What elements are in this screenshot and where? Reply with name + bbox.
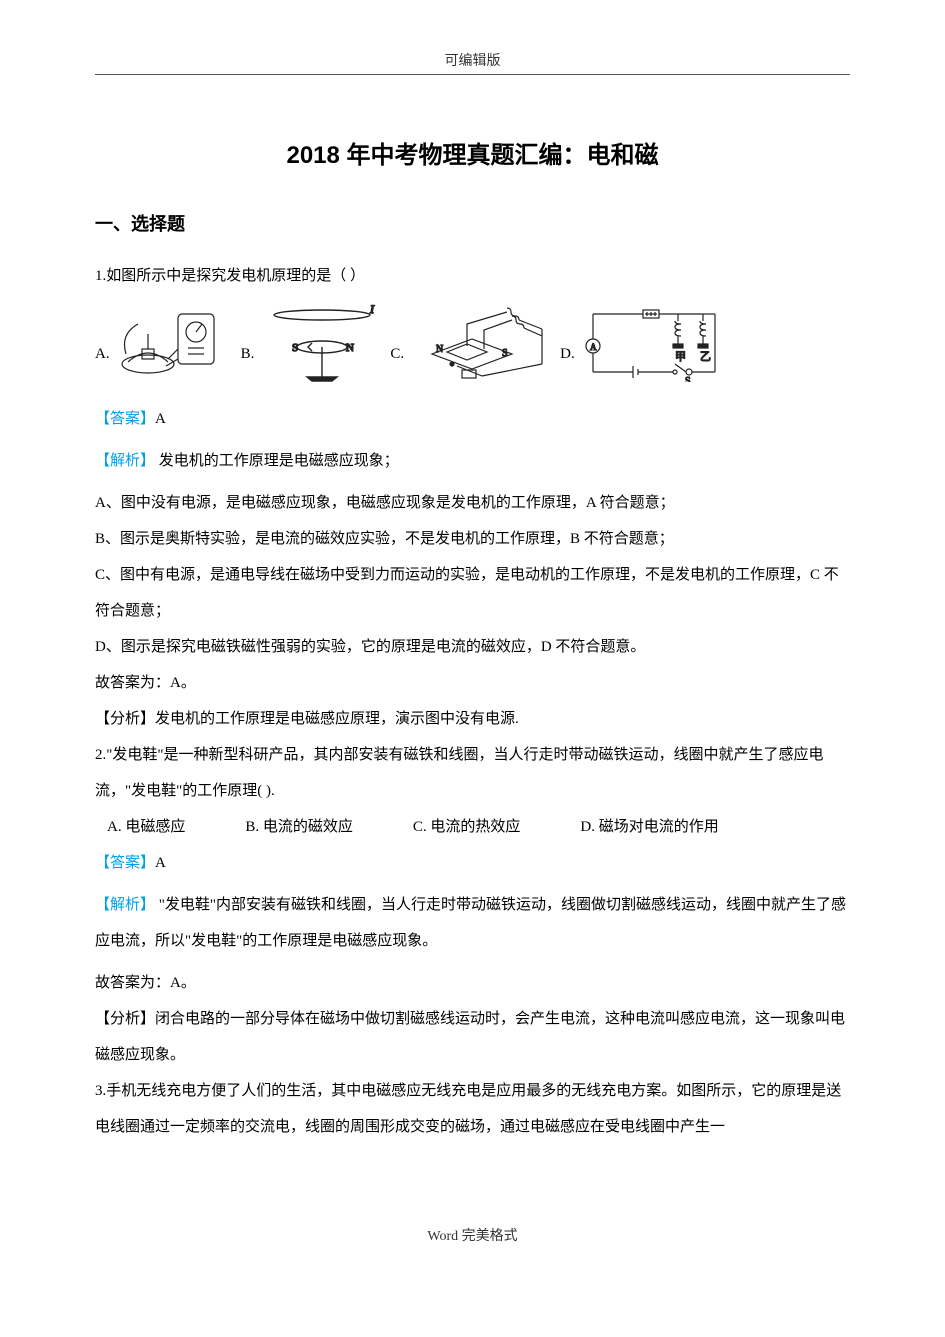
- q1-option-label-a: A.: [95, 346, 110, 363]
- q1-line-b: B、图示是奥斯特实验，是电流的磁效应实验，不是发电机的工作原理，B 不符合题意；: [95, 521, 850, 557]
- analysis-label: 【解析】: [95, 453, 155, 469]
- document-page: 可编辑版 2018 年中考物理真题汇编：电和磁 一、选择题 1.如图所示中是探究…: [0, 0, 945, 1275]
- q2-opt-a: A. 电磁感应: [107, 809, 185, 845]
- q1-answer: 【答案】A: [95, 401, 850, 437]
- q2-fenxi: 【分析】闭合电路的一部分导体在磁场中做切割磁感线运动时，会产生电流，这种电流叫感…: [95, 1001, 850, 1073]
- q2-opt-d: D. 磁场对电流的作用: [580, 809, 718, 845]
- q2-stem: 2."发电鞋"是一种新型科研产品，其内部安装有磁铁和线圈，当人行走时带动磁铁运动…: [95, 737, 850, 809]
- q3-stem: 3.手机无线充电方便了人们的生活，其中电磁感应无线充电是应用最多的无线充电方案。…: [95, 1073, 850, 1145]
- ammeter-label: A: [590, 342, 597, 352]
- q1-stem: 1.如图所示中是探究发电机原理的是（ ）: [95, 260, 850, 293]
- document-title: 2018 年中考物理真题汇编：电和磁: [95, 135, 850, 170]
- answer-label: 【答案】: [95, 855, 155, 871]
- analysis-label: 【解析】: [95, 897, 155, 913]
- q1-analysis-intro: 【解析】 发电机的工作原理是电磁感应现象；: [95, 443, 850, 479]
- q1-option-label-c: C.: [390, 346, 404, 363]
- n-pole-label: N: [346, 342, 354, 354]
- q1-figure-c: N S: [412, 304, 552, 382]
- current-label: I: [369, 303, 375, 316]
- fenxi-label: 【分析】: [95, 1011, 155, 1027]
- fenxi-text: 闭合电路的一部分导体在磁场中做切割磁感线运动时，会产生电流，这种电流叫感应电流，…: [95, 1011, 845, 1063]
- q2-analysis: 【解析】 "发电鞋"内部安装有磁铁和线圈，当人行走时带动磁铁运动，线圈做切割磁感…: [95, 887, 850, 959]
- q1-option-label-b: B.: [241, 346, 255, 363]
- q1-figure-d: 甲 乙 S: [583, 304, 723, 382]
- analysis-intro-text: 发电机的工作原理是电磁感应现象；: [155, 453, 399, 469]
- switch-s-label: S: [685, 376, 691, 382]
- q1-line-a: A、图中没有电源，是电磁感应现象，电磁感应现象是发电机的工作原理，A 符合题意；: [95, 485, 850, 521]
- section-heading-1: 一、选择题: [95, 210, 850, 236]
- fenxi-text: 发电机的工作原理是电磁感应原理，演示图中没有电源.: [155, 711, 519, 727]
- q1-figure-a: [118, 304, 233, 382]
- q2-conclude: 故答案为：A。: [95, 965, 850, 1001]
- s-pole-label: S: [292, 342, 298, 354]
- q2-answer: 【答案】A: [95, 845, 850, 881]
- q2-opt-b: B. 电流的磁效应: [245, 809, 353, 845]
- footer-watermark: Word 完美格式: [95, 1225, 850, 1245]
- s-pole-label: S: [502, 348, 508, 359]
- analysis-text: "发电鞋"内部安装有磁铁和线圈，当人行走时带动磁铁运动，线圈做切割磁感线运动，线…: [95, 897, 846, 949]
- answer-label: 【答案】: [95, 411, 155, 427]
- q1-figure-row: A. B.: [95, 303, 850, 383]
- n-pole-label: N: [436, 344, 443, 355]
- header-watermark: 可编辑版: [95, 50, 850, 75]
- q2-options: A. 电磁感应 B. 电流的磁效应 C. 电流的热效应 D. 磁场对电流的作用: [107, 809, 850, 845]
- q1-conclude: 故答案为：A。: [95, 665, 850, 701]
- q1-fenxi: 【分析】发电机的工作原理是电磁感应原理，演示图中没有电源.: [95, 701, 850, 737]
- q1-option-label-d: D.: [560, 346, 575, 363]
- q1-line-d: D、图示是探究电磁铁磁性强弱的实验，它的原理是电流的磁效应，D 不符合题意。: [95, 629, 850, 665]
- yi-label: 乙: [700, 350, 711, 363]
- q1-figure-b: I S N: [262, 303, 382, 383]
- answer-value: A: [155, 855, 166, 871]
- answer-value: A: [155, 411, 166, 427]
- q2-opt-c: C. 电流的热效应: [413, 809, 521, 845]
- q1-line-c: C、图中有电源，是通电导线在磁场中受到力而运动的实验，是电动机的工作原理，不是发…: [95, 557, 850, 629]
- fenxi-label: 【分析】: [95, 711, 155, 727]
- jia-label: 甲: [675, 351, 686, 363]
